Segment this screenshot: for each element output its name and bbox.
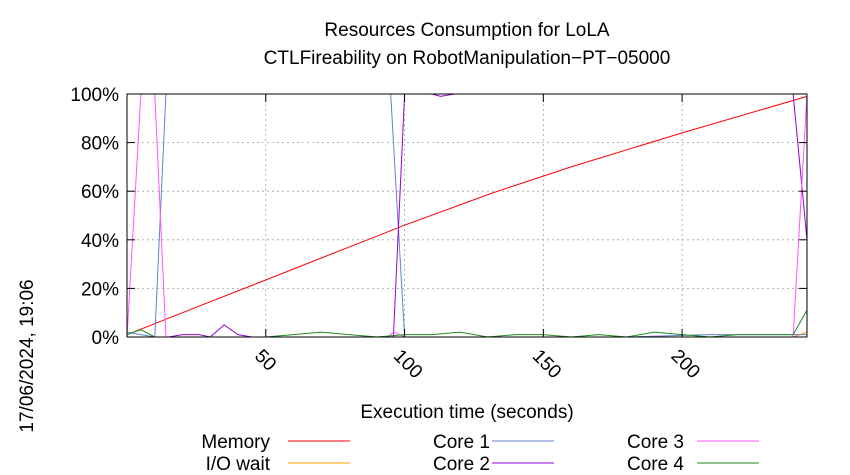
y-tick-label: 40%	[81, 231, 119, 252]
series-line-memory	[126, 95, 808, 336]
legend-label-memory: Memory	[201, 432, 270, 453]
series-line-core-3	[126, 93, 808, 338]
x-tick-label: 200	[667, 346, 704, 383]
legend-label-core-3: Core 3	[627, 432, 684, 453]
y-tick-label: 80%	[81, 134, 119, 155]
y-tick-label: 100%	[70, 85, 119, 106]
axis-ticks: 0% 20% 40% 60% 80% 100% 50 100 150 200	[70, 85, 807, 383]
chart-subtitle: CTLFireability on RobotManipulation−PT−0…	[264, 48, 671, 69]
series-line-core-4	[126, 310, 808, 338]
legend-label-core-2: Core 2	[433, 454, 490, 475]
plot-frame	[126, 93, 808, 338]
legend-label-i-o-wait: I/O wait	[206, 454, 271, 475]
x-tick-label: 100	[389, 346, 426, 383]
grid	[127, 94, 807, 337]
timestamp-label: 17/06/2024, 19:06	[17, 279, 38, 432]
legend-label-core-1: Core 1	[433, 432, 490, 453]
x-tick-label: 50	[250, 346, 280, 376]
x-tick-label: 150	[528, 346, 565, 383]
series-line-core-2	[127, 93, 808, 338]
x-axis-label: Execution time (seconds)	[360, 402, 573, 423]
y-tick-label: 60%	[81, 182, 119, 203]
y-tick-label: 0%	[92, 328, 120, 349]
series-layer	[126, 93, 808, 338]
series-line-core-1	[126, 93, 807, 338]
chart-title: Resources Consumption for LoLA	[324, 20, 609, 41]
legend-label-core-4: Core 4	[627, 454, 684, 475]
y-tick-label: 20%	[81, 279, 119, 300]
